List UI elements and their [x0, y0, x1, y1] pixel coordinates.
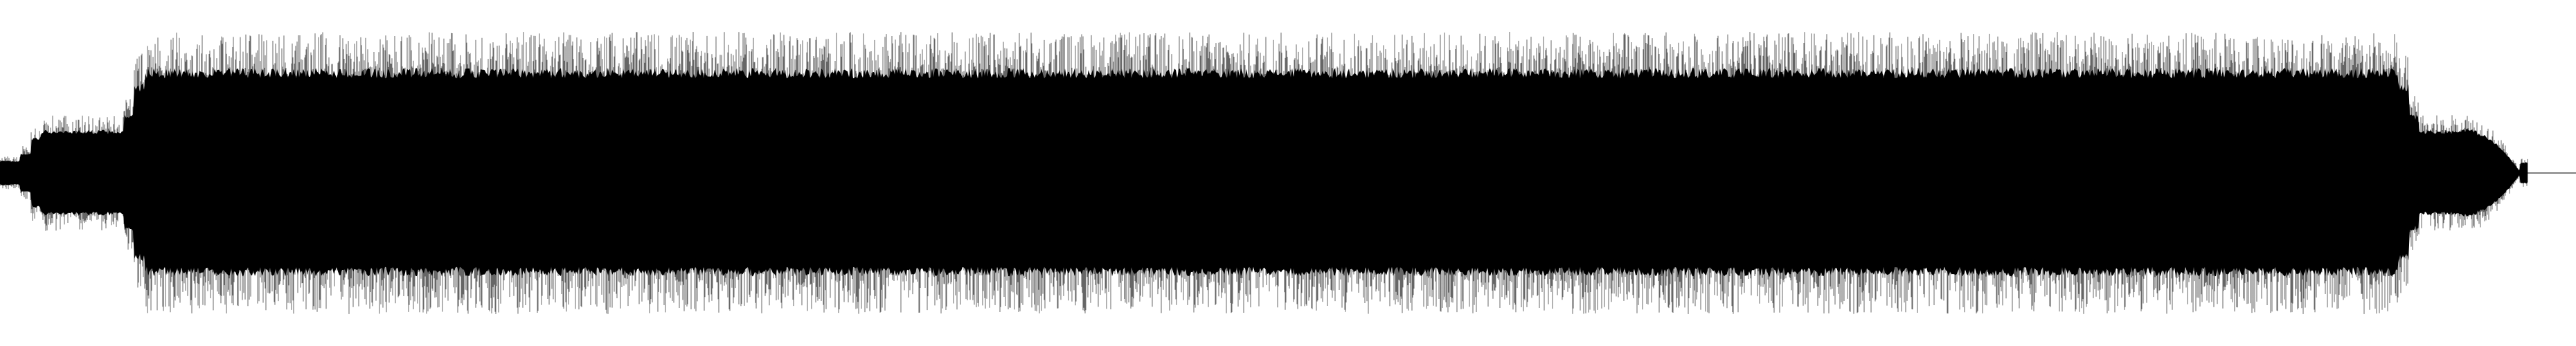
waveform-spikes	[0, 32, 2528, 314]
waveform-peaks	[0, 32, 2528, 314]
